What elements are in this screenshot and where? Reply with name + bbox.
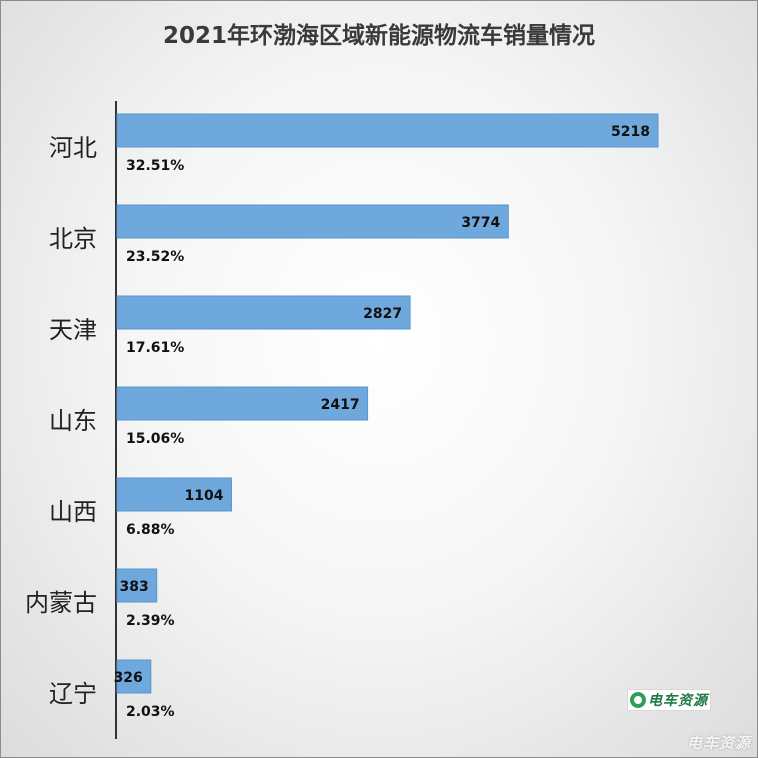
percent-label: 15.06% [126,431,184,447]
bar [116,204,509,239]
category-label: 北京 [49,225,97,253]
percent-label: 23.52% [126,249,184,265]
percent-label: 32.51% [126,158,184,174]
bar [116,568,158,603]
category-label: 辽宁 [49,680,97,708]
value-label: 383 [119,579,148,595]
category-label: 山东 [49,407,97,435]
category-label: 山西 [49,498,97,526]
logo-text: 电车资源 [648,693,708,709]
value-label: 3774 [461,215,500,231]
logo-icon [630,692,646,708]
brand-logo: 电车资源 [627,689,711,711]
percent-label: 2.39% [126,613,175,629]
value-label: 2827 [363,306,402,322]
bar [116,113,659,148]
percent-label: 6.88% [126,522,175,538]
value-label: 5218 [611,124,650,140]
value-label: 1104 [184,488,223,504]
category-label: 河北 [49,134,97,162]
bar [116,295,411,330]
bar [116,386,369,421]
category-label: 内蒙古 [25,589,97,617]
bar [116,477,232,512]
category-label: 天津 [49,316,97,344]
value-label: 326 [114,670,143,686]
watermark: 电车资源 [686,734,751,752]
percent-label: 17.61% [126,340,184,356]
percent-label: 2.03% [126,704,175,720]
chart-title: 2021年环渤海区域新能源物流车销量情况 [163,22,595,49]
value-label: 2417 [321,397,360,413]
bar [116,659,152,694]
